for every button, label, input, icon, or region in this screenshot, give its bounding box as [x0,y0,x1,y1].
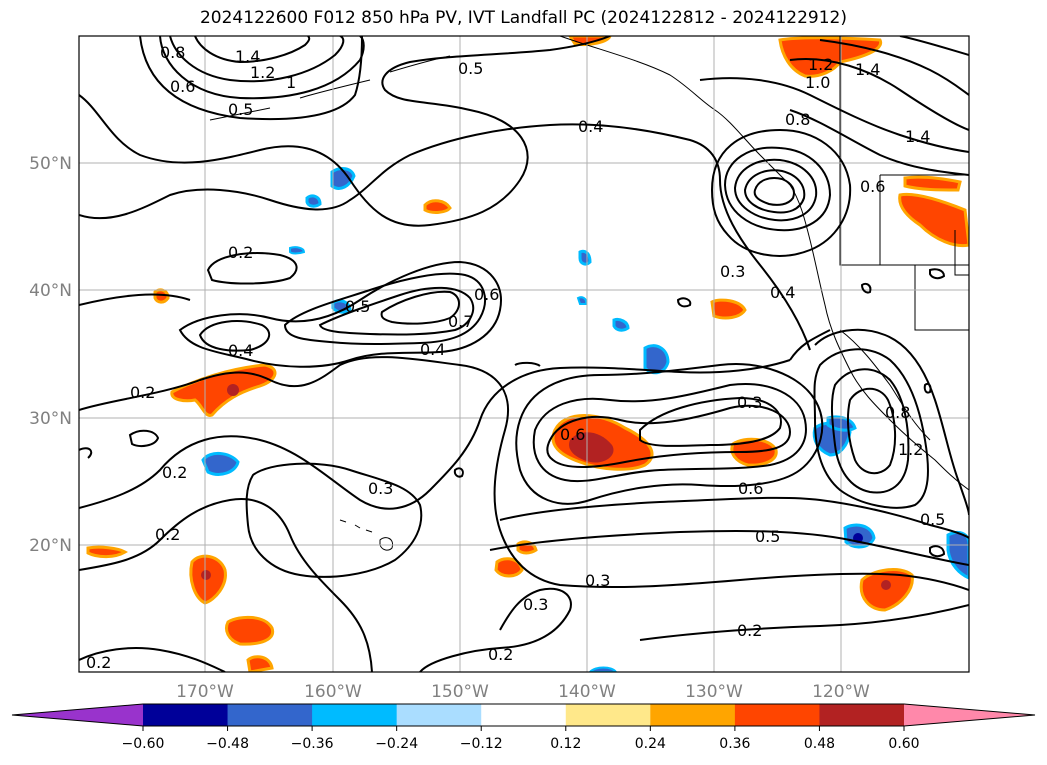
contour-label: 0.7 [448,312,473,331]
contour-label: 0.5 [755,527,780,546]
contour-label: 1.2 [250,63,275,82]
colorbar-segment [819,704,905,726]
contour-label: 0.6 [170,77,195,96]
contour-label: 0.6 [860,177,885,196]
lat-label-40n: 40°N [29,281,72,301]
latitude-labels: 50°N 40°N 30°N 20°N [29,154,72,556]
contour-label: 1.2 [898,440,923,459]
lon-label-170w: 170°W [176,682,234,702]
contour-label: 0.5 [458,59,483,78]
map-title: 2024122600 F012 850 hPa PV, IVT Landfall… [199,8,847,28]
colorbar-tick-label: 0.36 [719,736,750,752]
contour-label: 1 [286,73,296,92]
contour-label: 0.4 [770,283,795,302]
lat-label-20n: 20°N [29,536,72,556]
colorbar-segment [396,704,482,726]
contour-label: 0.8 [885,403,910,422]
contour-label: 1.4 [235,47,260,66]
colorbar-tick-label: −0.60 [122,736,165,752]
lon-label-120w: 120°W [812,682,870,702]
contour-label: 0.6 [474,285,499,304]
contour-label: 0.3 [720,262,745,281]
colorbar-tick-label: −0.36 [291,736,334,752]
contour-label: 0.2 [86,653,111,672]
colorbar-tick-label: −0.48 [206,736,249,752]
contour-label: 0.2 [130,383,155,402]
colorbar-ticks: −0.60 −0.48 −0.36 −0.24 −0.12 0.12 0.24 0.36 0.4… [122,726,920,752]
graticule [79,36,969,672]
contour-label: 0.8 [785,110,810,129]
colorbar-tick-label: 0.24 [635,736,666,752]
colorbar-extend-low [12,704,143,726]
lon-label-140w: 140°W [558,682,616,702]
lon-label-130w: 130°W [685,682,743,702]
longitude-labels: 170°W 160°W 150°W 140°W 130°W 120°W [176,682,870,702]
colorbar-extend-high [904,704,1035,726]
contour-label: 0.3 [585,571,610,590]
colorbar-tick-label: 0.60 [888,736,919,752]
colorbar-tick-label: 0.12 [550,736,581,752]
lat-label-50n: 50°N [29,154,72,174]
colorbar-segment [227,704,313,726]
contour-label: 1.2 [808,55,833,74]
lat-label-30n: 30°N [29,409,72,429]
contour-label: 0.2 [162,463,187,482]
contour-label: 0.4 [420,340,445,359]
contour-label: 1.0 [805,73,830,92]
map-panel: 1.4 1.2 0.8 0.6 0.5 1 0.5 0.4 0.8 1.0 1.… [78,35,970,673]
contour-label: 0.4 [578,117,603,136]
colorbar-tick-label: 0.48 [804,736,835,752]
map-frame [78,35,970,673]
pv-contours [79,36,969,672]
lon-label-160w: 160°W [304,682,362,702]
contour-label: 0.2 [488,645,513,664]
colorbar-tick-label: −0.24 [375,736,418,752]
contour-label: 0.2 [155,525,180,544]
contour-label: 0.6 [560,425,585,444]
contour-label: 0.5 [345,297,370,316]
contour-label: 1.4 [905,127,930,146]
contour-label: 0.5 [228,100,253,119]
positive-anomaly-shading [86,36,969,672]
colorbar: −0.60 −0.48 −0.36 −0.24 −0.12 0.12 0.24 0.36 0.4… [11,703,1036,752]
contour-label: 0.6 [738,479,763,498]
colorbar-segment [312,704,398,726]
contour-label: 0.3 [737,393,762,412]
contour-label: 0.5 [920,510,945,529]
colorbar-segment [650,704,736,726]
contour-label: 0.3 [368,479,393,498]
colorbar-segment [734,704,820,726]
colorbar-segment [565,704,651,726]
contour-label: 0.8 [160,43,185,62]
colorbar-segments [143,704,905,726]
coastlines [209,36,969,551]
contour-label: 0.2 [737,621,762,640]
contour-label: 0.4 [228,341,253,360]
contour-labels: 1.4 1.2 0.8 0.6 0.5 1 0.5 0.4 0.8 1.0 1.… [86,43,945,672]
lon-label-150w: 150°W [431,682,489,702]
colorbar-tick-label: −0.12 [460,736,503,752]
contour-label: 0.2 [228,243,253,262]
colorbar-segment [143,704,229,726]
contour-label: 1.4 [855,60,880,79]
colorbar-segment [481,704,567,726]
contour-label: 0.3 [523,595,548,614]
